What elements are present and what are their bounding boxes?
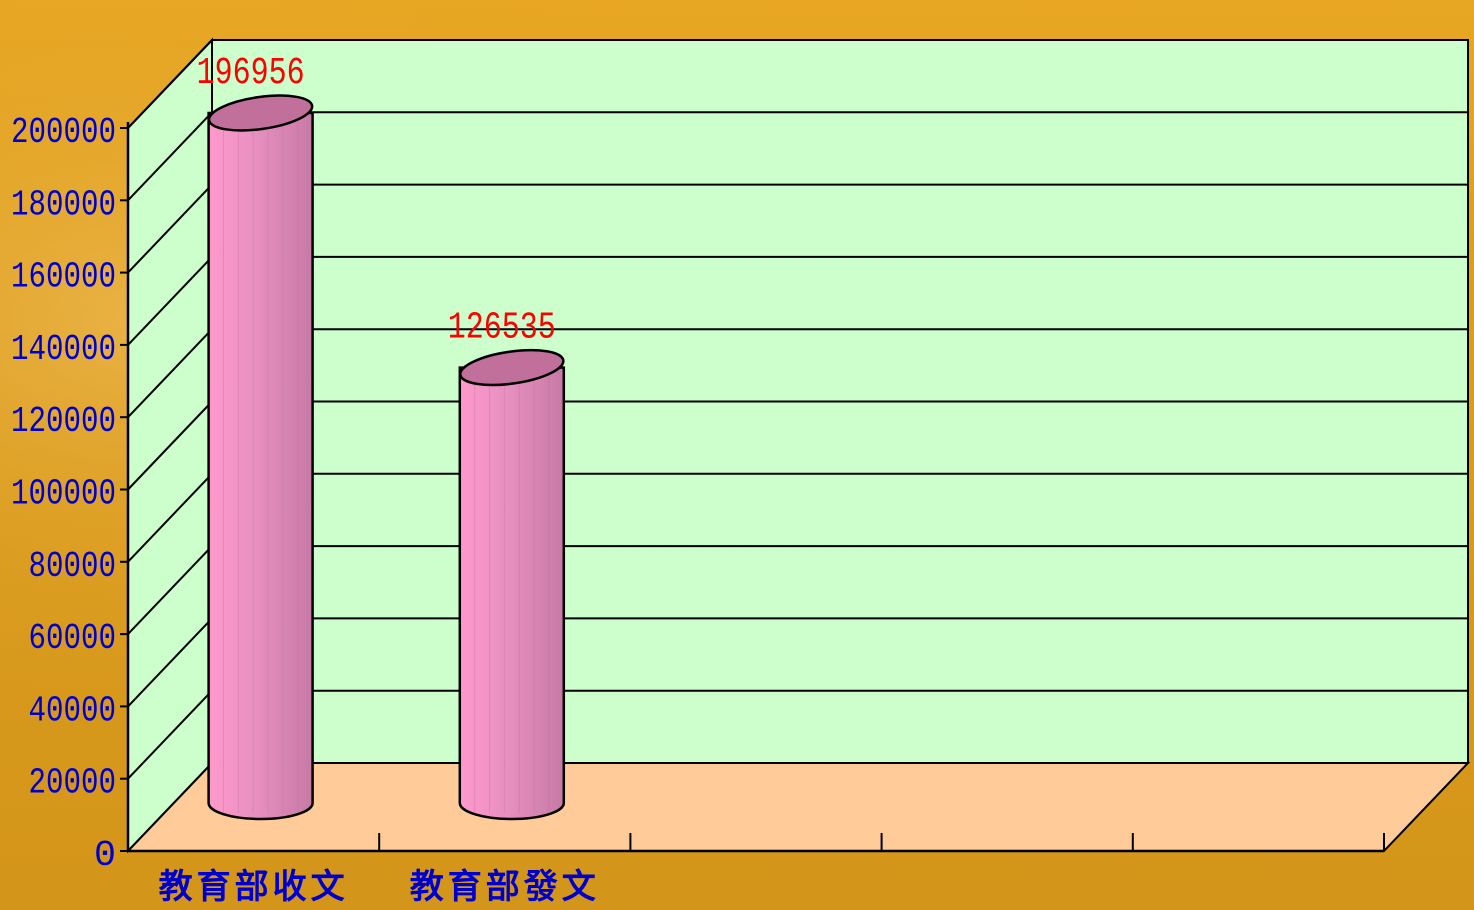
y-tick-label: 120000: [11, 401, 116, 442]
side-gridline: [127, 256, 213, 346]
y-axis-tick-labels: 0 20000 40000 60000 80000 100000 120000 140000 1…: [11, 112, 116, 876]
y-tick-label: 160000: [11, 257, 116, 298]
data-label: 196956: [197, 52, 305, 95]
side-gridline: [127, 400, 213, 491]
side-gridline: [127, 39, 213, 129]
data-labels: 196956 126535: [197, 52, 556, 350]
bar-body: [458, 366, 566, 821]
y-tick-label: 80000: [29, 546, 117, 587]
y-tick-label: 0: [94, 835, 116, 876]
side-gridline: [127, 545, 213, 635]
x-category-label: 教育部收文: [159, 867, 349, 907]
side-gridline: [127, 328, 213, 418]
side-gridline: [127, 617, 213, 708]
x-axis-category-labels: 教育部收文 教育部發文: [159, 867, 600, 907]
chart-walls: [125, 37, 1471, 854]
bar-1: [207, 94, 314, 821]
data-label: 126535: [448, 307, 556, 350]
bar-body: [207, 111, 314, 821]
y-tick-label: 140000: [11, 329, 116, 370]
y-tick-label: 100000: [11, 474, 116, 515]
y-tick-label: 40000: [29, 690, 117, 731]
gridlines: [127, 39, 1468, 780]
side-gridline: [127, 473, 213, 563]
side-gridline: [127, 690, 213, 780]
bar-top-cap: [207, 94, 314, 132]
bar-series: [207, 94, 566, 821]
y-tick-label: 200000: [11, 112, 116, 153]
x-category-label: 教育部發文: [410, 867, 600, 907]
y-tick-label: 180000: [11, 184, 116, 225]
side-gridline: [127, 111, 213, 201]
floor: [125, 762, 1471, 852]
y-tick-label: 60000: [29, 618, 117, 659]
bar-2: [458, 348, 566, 821]
y-tick-label: 20000: [29, 763, 117, 804]
axis-lines: [120, 122, 1385, 853]
bar-top-cap: [459, 348, 565, 387]
side-gridline: [127, 183, 213, 274]
